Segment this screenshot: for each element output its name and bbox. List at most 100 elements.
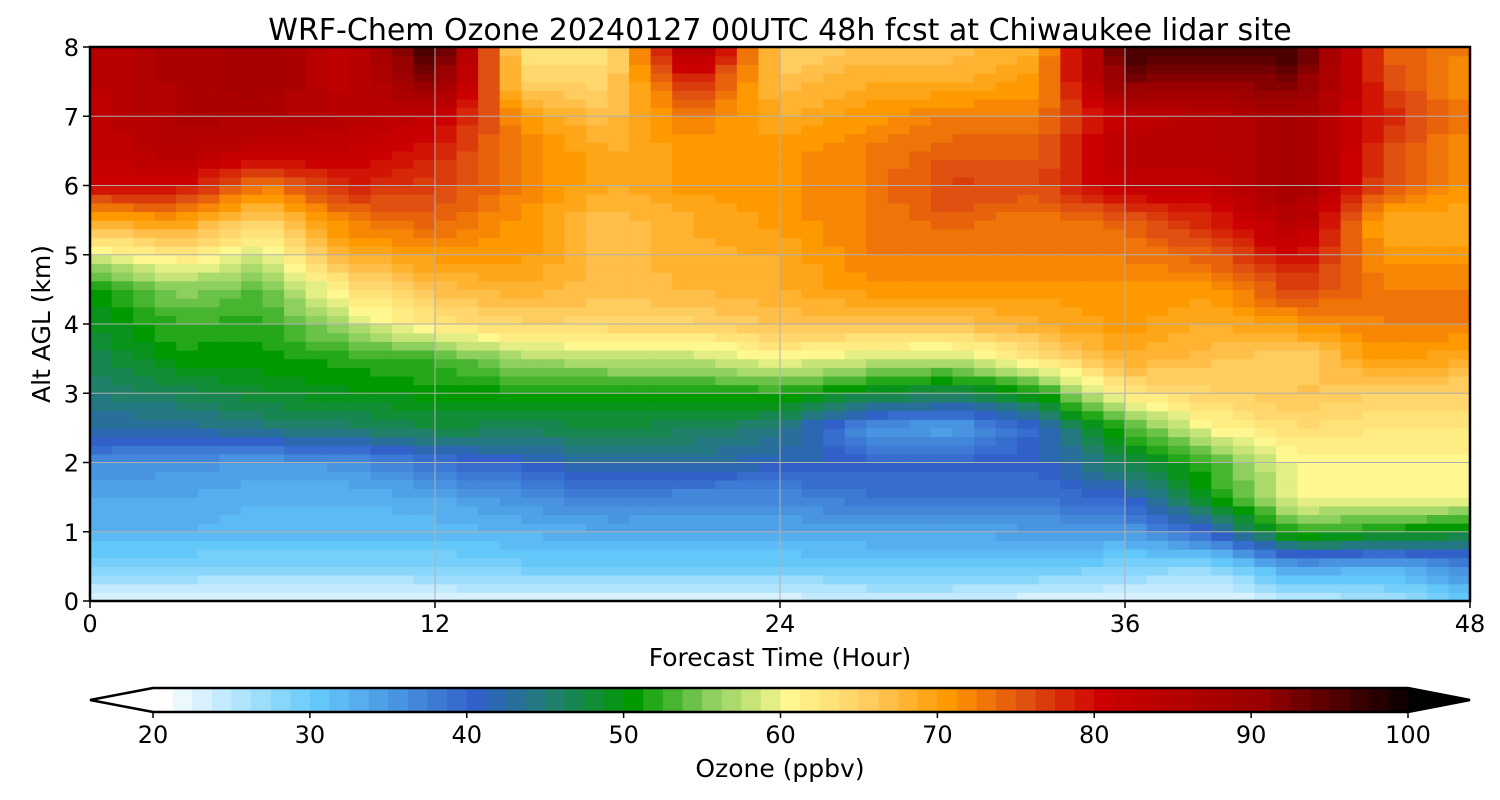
contour-cell xyxy=(1017,497,1040,507)
contour-cell xyxy=(391,488,415,498)
contour-cell xyxy=(240,81,264,91)
contour-cell xyxy=(1319,176,1342,187)
contour-cell xyxy=(542,523,565,533)
contour-cell xyxy=(585,64,609,74)
contour-cell xyxy=(90,107,113,117)
contour-cell xyxy=(758,410,781,420)
contour-cell xyxy=(758,90,781,100)
contour-cell xyxy=(693,410,716,420)
contour-cell xyxy=(542,298,565,308)
contour-cell xyxy=(327,549,350,559)
contour-cell xyxy=(1168,72,1191,83)
contour-cell xyxy=(542,185,565,195)
contour-cell xyxy=(154,514,177,524)
contour-cell xyxy=(1125,254,1148,265)
contour-cell xyxy=(305,497,328,507)
contour-cell xyxy=(240,246,264,256)
contour-cell xyxy=(1168,228,1191,239)
contour-cell xyxy=(801,98,824,109)
contour-cell xyxy=(133,107,156,117)
contour-cell xyxy=(629,133,652,143)
contour-cell xyxy=(801,81,824,91)
contour-cell xyxy=(176,64,199,74)
contour-cell xyxy=(1060,497,1083,507)
contour-cell xyxy=(1103,142,1126,152)
contour-cell xyxy=(111,72,134,83)
contour-cell xyxy=(327,228,350,239)
contour-cell xyxy=(995,176,1018,187)
contour-cell xyxy=(607,220,630,230)
contour-cell xyxy=(995,263,1018,273)
contour-cell xyxy=(478,479,501,490)
contour-cell xyxy=(499,575,522,585)
contour-cell xyxy=(154,419,177,429)
contour-cell xyxy=(564,375,587,386)
contour-cell xyxy=(1038,479,1061,490)
contour-cell xyxy=(844,202,867,213)
contour-cell xyxy=(801,263,824,273)
contour-cell xyxy=(952,453,975,464)
contour-cell xyxy=(413,254,436,265)
contour-cell xyxy=(1125,315,1148,325)
contour-cell xyxy=(736,557,760,567)
contour-cell xyxy=(1405,272,1428,282)
contour-cell xyxy=(240,445,264,455)
contour-cell xyxy=(391,202,415,213)
contour-cell xyxy=(1383,332,1406,342)
contour-cell xyxy=(1038,133,1061,143)
contour-cell xyxy=(629,462,652,472)
contour-cell xyxy=(478,228,501,239)
contour-cell xyxy=(952,324,975,334)
contour-cell xyxy=(284,116,307,126)
contour-cell xyxy=(1081,375,1105,386)
contour-cell xyxy=(1297,341,1320,351)
contour-cell xyxy=(262,211,285,221)
contour-cell xyxy=(823,583,846,593)
contour-cell xyxy=(758,298,781,308)
contour-cell xyxy=(1383,90,1406,100)
contour-cell xyxy=(780,159,803,169)
contour-cell xyxy=(1319,90,1342,100)
contour-cell xyxy=(1383,185,1406,195)
contour-cell xyxy=(607,583,630,593)
contour-cell xyxy=(1254,531,1277,542)
contour-cell xyxy=(435,47,458,57)
contour-cell xyxy=(823,280,846,290)
contour-cell xyxy=(478,168,501,178)
contour-cell xyxy=(240,202,264,213)
contour-cell xyxy=(736,471,760,481)
contour-cell xyxy=(327,358,350,368)
contour-cell xyxy=(564,583,587,593)
contour-cell xyxy=(1448,445,1471,455)
contour-cell xyxy=(478,81,501,91)
contour-cell xyxy=(866,566,889,576)
contour-cell xyxy=(650,107,673,117)
contour-cell xyxy=(240,471,264,481)
contour-cell xyxy=(736,427,760,438)
contour-cell xyxy=(478,142,501,152)
contour-cell xyxy=(995,150,1018,161)
contour-cell xyxy=(499,401,522,412)
contour-cell xyxy=(1275,523,1299,533)
contour-cell xyxy=(1426,176,1450,187)
contour-cell xyxy=(262,488,285,498)
contour-cell xyxy=(435,549,458,559)
contour-cell xyxy=(542,375,565,386)
contour-cell xyxy=(1405,254,1428,265)
contour-cell xyxy=(327,315,350,325)
contour-cell xyxy=(650,168,673,178)
contour-cell xyxy=(391,332,415,342)
contour-cell xyxy=(542,566,565,576)
contour-cell xyxy=(607,159,630,169)
contour-cell xyxy=(995,462,1018,472)
contour-cell xyxy=(521,81,544,91)
contour-cell xyxy=(197,194,220,204)
contour-cell xyxy=(909,445,932,455)
contour-cell xyxy=(1211,488,1234,498)
contour-cell xyxy=(111,410,134,420)
contour-cell xyxy=(952,583,975,593)
contour-cell xyxy=(736,592,760,602)
contour-cell xyxy=(111,47,134,57)
contour-cell xyxy=(1125,575,1148,585)
contour-cell xyxy=(1038,64,1061,74)
